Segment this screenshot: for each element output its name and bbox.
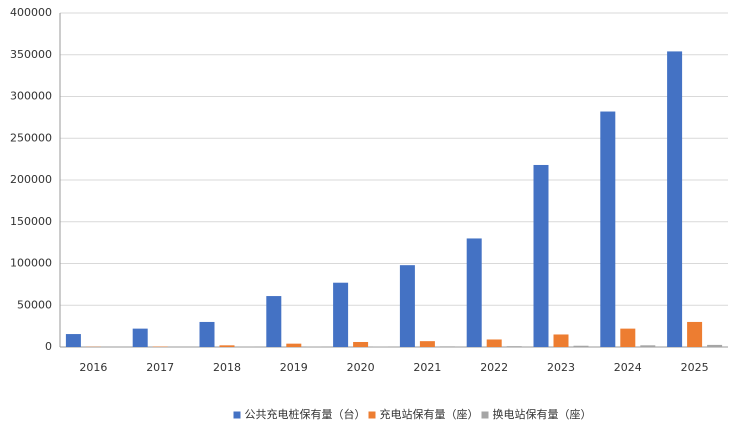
- y-tick-label: 150000: [10, 215, 52, 228]
- bar: [439, 346, 455, 347]
- bar: [486, 339, 502, 347]
- bar: [419, 341, 435, 347]
- bar: [620, 328, 636, 347]
- y-tick-label: 250000: [10, 131, 52, 144]
- x-tick-label: 2022: [480, 361, 508, 374]
- y-tick-label: 100000: [10, 257, 52, 270]
- x-tick-label: 2019: [280, 361, 308, 374]
- bar: [687, 321, 703, 347]
- bar: [573, 345, 589, 347]
- bar: [132, 328, 148, 347]
- x-tick-label: 2023: [547, 361, 575, 374]
- bar: [707, 344, 723, 347]
- bar: [533, 164, 549, 347]
- bar: [353, 341, 369, 347]
- bar: [466, 238, 482, 347]
- bar: [600, 111, 616, 347]
- y-tick-label: 400000: [10, 6, 52, 19]
- bar: [199, 321, 215, 347]
- x-tick-label: 2025: [681, 361, 709, 374]
- bar: [333, 282, 349, 347]
- legend-swatch: [368, 411, 376, 419]
- x-tick-label: 2016: [79, 361, 107, 374]
- bar: [399, 265, 415, 347]
- legend-label: 公共充电桩保有量（台）: [245, 407, 366, 421]
- bar: [553, 334, 569, 347]
- y-tick-label: 200000: [10, 173, 52, 186]
- y-tick-label: 300000: [10, 90, 52, 103]
- x-tick-label: 2021: [413, 361, 441, 374]
- bar: [65, 334, 81, 347]
- x-tick-label: 2024: [614, 361, 642, 374]
- bar: [506, 346, 522, 347]
- bar: [667, 51, 683, 347]
- bar: [286, 343, 302, 347]
- legend-swatch: [481, 411, 489, 419]
- x-tick-label: 2020: [347, 361, 375, 374]
- bar: [640, 345, 656, 347]
- legend-swatch: [233, 411, 241, 419]
- bar: [219, 345, 235, 347]
- x-tick-label: 2018: [213, 361, 241, 374]
- x-tick-label: 2017: [146, 361, 174, 374]
- legend-label: 充电站保有量（座）: [380, 407, 479, 421]
- y-tick-label: 0: [45, 340, 52, 353]
- legend-label: 换电站保有量（座）: [493, 407, 592, 421]
- y-tick-label: 50000: [17, 298, 52, 311]
- bar: [266, 296, 282, 347]
- y-tick-label: 350000: [10, 48, 52, 61]
